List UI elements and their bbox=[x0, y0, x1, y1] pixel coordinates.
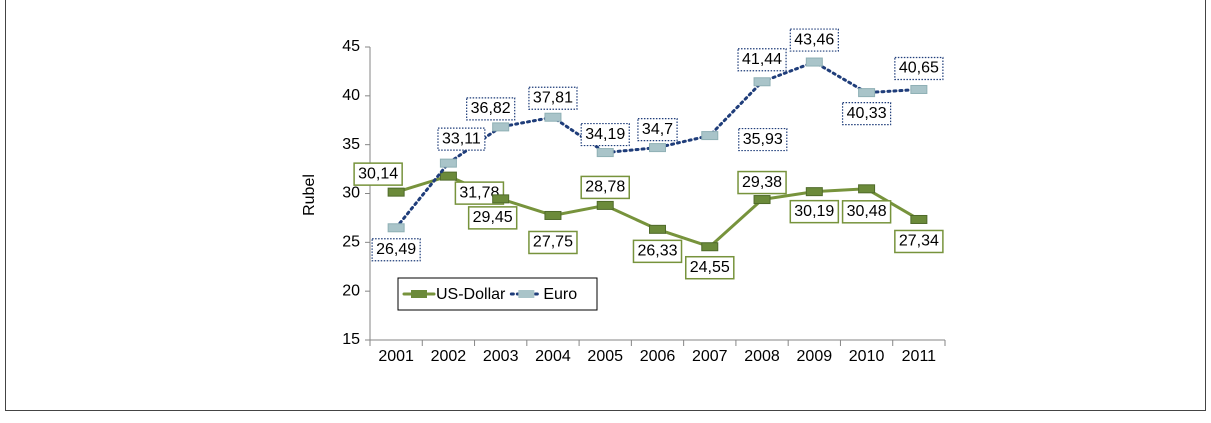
marker bbox=[387, 187, 405, 197]
marker bbox=[701, 242, 719, 252]
data-label-box bbox=[528, 86, 578, 110]
data-label-box bbox=[353, 162, 403, 186]
y-tick-label: 25 bbox=[342, 234, 360, 251]
data-label: 37,81 bbox=[533, 89, 573, 106]
y-tick-label: 15 bbox=[342, 331, 360, 348]
x-tick-label: 2007 bbox=[692, 348, 728, 365]
x-tick-label: 2005 bbox=[587, 348, 623, 365]
x-tick-label: 2010 bbox=[849, 348, 885, 365]
data-label-box bbox=[841, 200, 892, 224]
data-label-box bbox=[632, 239, 683, 264]
data-label: 28,78 bbox=[585, 179, 625, 196]
marker bbox=[753, 195, 771, 205]
marker bbox=[910, 214, 928, 224]
data-label-box bbox=[466, 97, 516, 121]
marker bbox=[596, 148, 614, 158]
data-label-box bbox=[841, 102, 892, 126]
marker bbox=[544, 112, 562, 122]
marker bbox=[858, 88, 876, 98]
marker bbox=[805, 187, 823, 197]
x-tick-label: 2009 bbox=[797, 348, 833, 365]
data-label-box bbox=[580, 175, 631, 200]
frame bbox=[5, 0, 1206, 411]
y-tick-label: 45 bbox=[342, 38, 360, 55]
data-label: 33,11 bbox=[442, 130, 481, 147]
data-label-box bbox=[789, 199, 840, 224]
data-label: 35,93 bbox=[743, 131, 783, 148]
data-label: 40,33 bbox=[847, 105, 887, 122]
x-tick-label: 2011 bbox=[902, 348, 937, 365]
data-label: 34,7 bbox=[642, 121, 673, 138]
data-label: 30,19 bbox=[794, 203, 834, 220]
data-label: 26,33 bbox=[637, 243, 677, 260]
data-label: 43,46 bbox=[794, 31, 834, 48]
marker bbox=[910, 84, 928, 94]
y-tick-label: 30 bbox=[342, 185, 360, 202]
data-label: 26,49 bbox=[376, 241, 416, 258]
marker bbox=[858, 184, 876, 194]
marker bbox=[387, 223, 405, 233]
marker bbox=[649, 143, 666, 153]
legend-marker bbox=[411, 290, 427, 298]
y-tick-label: 20 bbox=[342, 282, 360, 299]
data-label: 30,14 bbox=[358, 165, 398, 182]
marker bbox=[492, 194, 510, 204]
x-tick-label: 2002 bbox=[431, 348, 467, 365]
legend-label: US-Dollar bbox=[436, 286, 506, 303]
data-label-box bbox=[528, 230, 578, 255]
data-label-box bbox=[737, 48, 787, 72]
y-tick-label: 40 bbox=[342, 87, 360, 104]
data-label: 31,78 bbox=[459, 184, 499, 201]
data-label-box bbox=[371, 238, 421, 262]
data-label: 29,38 bbox=[742, 174, 782, 191]
x-tick-label: 2001 bbox=[378, 348, 414, 365]
marker bbox=[753, 77, 771, 87]
data-label-box bbox=[684, 255, 735, 280]
data-label-box bbox=[454, 181, 505, 205]
data-label: 24,55 bbox=[690, 259, 730, 276]
legend-label: Euro bbox=[543, 286, 577, 303]
data-label-box bbox=[580, 122, 630, 147]
data-label: 30,48 bbox=[847, 203, 887, 220]
data-label-box bbox=[789, 28, 839, 52]
marker bbox=[701, 131, 719, 141]
y-tick-label: 35 bbox=[342, 136, 360, 153]
data-label-box bbox=[637, 117, 678, 142]
data-label-box bbox=[894, 229, 944, 254]
x-tick-label: 2003 bbox=[483, 348, 519, 365]
marker bbox=[439, 171, 457, 181]
data-label-box bbox=[738, 127, 788, 152]
marker bbox=[596, 200, 614, 210]
marker bbox=[805, 57, 823, 67]
data-label: 41,44 bbox=[742, 51, 782, 68]
marker bbox=[492, 122, 510, 132]
data-label-box bbox=[437, 127, 486, 151]
x-tick-label: 2006 bbox=[640, 348, 676, 365]
data-label: 27,34 bbox=[899, 233, 939, 250]
data-label: 40,65 bbox=[899, 60, 939, 77]
legend-marker bbox=[518, 290, 535, 298]
data-label: 27,75 bbox=[533, 234, 573, 251]
y-axis-label: Rubel bbox=[301, 174, 318, 216]
marker bbox=[439, 158, 457, 168]
data-label-box bbox=[737, 170, 787, 195]
data-label-box bbox=[467, 206, 518, 230]
marker bbox=[649, 224, 666, 234]
data-label-box bbox=[894, 56, 944, 81]
data-label: 36,82 bbox=[471, 100, 511, 117]
data-label: 29,45 bbox=[473, 209, 513, 226]
x-tick-label: 2004 bbox=[535, 348, 571, 365]
data-label: 34,19 bbox=[585, 126, 625, 143]
x-tick-label: 2008 bbox=[744, 348, 780, 365]
marker bbox=[544, 210, 562, 220]
